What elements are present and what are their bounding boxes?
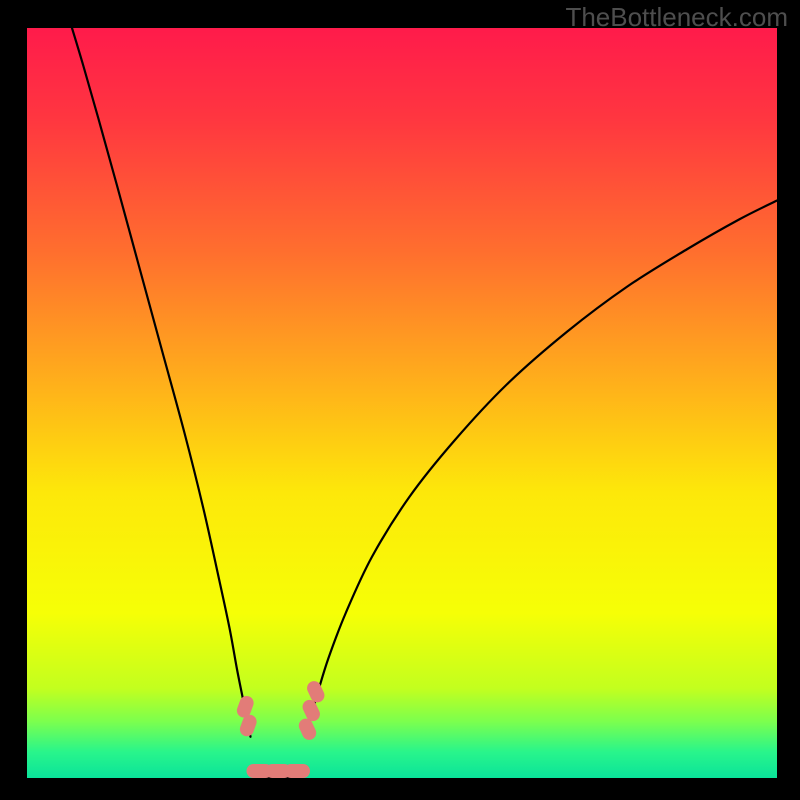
watermark-text: TheBottleneck.com <box>565 2 788 33</box>
gradient-background <box>27 28 777 778</box>
marker <box>284 764 310 778</box>
chart-plot-area <box>27 28 777 778</box>
